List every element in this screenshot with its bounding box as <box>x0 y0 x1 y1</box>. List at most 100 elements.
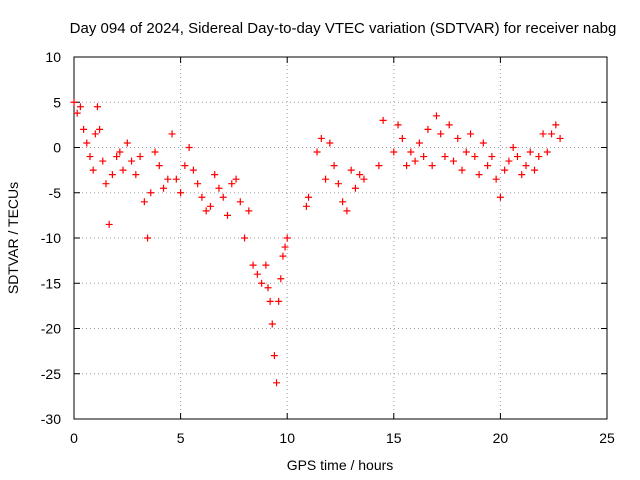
data-point <box>347 166 355 174</box>
data-point <box>83 139 91 147</box>
data-point <box>147 189 155 197</box>
data-point <box>105 220 113 228</box>
data-point <box>80 125 88 133</box>
data-point <box>305 193 313 201</box>
y-tick-label: -5 <box>49 185 62 201</box>
data-point <box>471 153 479 161</box>
data-point <box>268 320 276 328</box>
data-point <box>548 130 556 138</box>
data-point <box>462 148 470 156</box>
data-point <box>411 157 419 165</box>
data-point <box>475 171 483 179</box>
data-point <box>492 175 500 183</box>
data-point <box>326 139 334 147</box>
data-point <box>181 162 189 170</box>
data-point <box>302 202 310 210</box>
data-point <box>279 252 287 260</box>
y-tick-label: 10 <box>45 49 61 65</box>
x-tick-label: 25 <box>599 430 615 446</box>
data-point <box>501 166 509 174</box>
data-point <box>177 189 185 197</box>
x-tick-label: 5 <box>177 430 185 446</box>
x-tick-label: 20 <box>493 430 509 446</box>
chart-title: Day 094 of 2024, Sidereal Day-to-day VTE… <box>70 20 617 37</box>
data-point <box>128 157 136 165</box>
data-point <box>99 157 107 165</box>
data-point <box>140 198 148 206</box>
data-point <box>458 166 466 174</box>
data-point <box>513 153 521 161</box>
data-point <box>253 270 261 278</box>
y-tick-label: -30 <box>41 411 61 427</box>
x-axis-label: GPS time / hours <box>287 457 394 473</box>
data-point <box>398 134 406 142</box>
data-point <box>132 171 140 179</box>
data-point <box>445 121 453 129</box>
y-tick-label: -15 <box>41 275 61 291</box>
data-point <box>505 157 513 165</box>
data-point <box>543 148 551 156</box>
data-point <box>211 171 219 179</box>
data-point <box>245 207 253 215</box>
data-point <box>155 162 163 170</box>
data-point <box>360 175 368 183</box>
grid <box>74 57 607 419</box>
data-point <box>552 121 560 129</box>
y-tick-label: 0 <box>53 140 61 156</box>
data-point <box>531 166 539 174</box>
y-tick-label: -10 <box>41 230 61 246</box>
axis-ticks: 0 5 10 15 20 25 10 5 0 -5 -10 -15 -20 -25 -30 <box>41 49 615 446</box>
data-point <box>151 148 159 156</box>
data-point <box>339 198 347 206</box>
data-point <box>73 109 81 117</box>
plot-frame <box>73 56 608 420</box>
data-point <box>281 243 289 251</box>
data-point <box>236 198 244 206</box>
data-point <box>518 171 526 179</box>
y-tick-label: 5 <box>53 94 61 110</box>
data-point <box>96 125 104 133</box>
data-point <box>403 162 411 170</box>
data-point <box>330 162 338 170</box>
data-point <box>136 153 144 161</box>
data-point <box>258 279 266 287</box>
data-point <box>91 130 99 138</box>
data-point <box>194 180 202 188</box>
data-point <box>496 193 504 201</box>
data-point <box>270 352 278 360</box>
data-point <box>206 202 214 210</box>
data-point <box>224 211 232 219</box>
y-axis-label: SDTVAR / TECUs <box>5 182 21 294</box>
data-point <box>322 175 330 183</box>
data-point <box>428 162 436 170</box>
data-point <box>317 134 325 142</box>
data-point <box>379 116 387 124</box>
data-point <box>266 297 274 305</box>
data-point <box>262 261 270 269</box>
data-point <box>283 234 291 242</box>
y-tick-label: -25 <box>41 366 61 382</box>
data-point <box>185 144 193 151</box>
data-point <box>189 166 197 174</box>
data-point <box>467 130 475 138</box>
data-point <box>86 153 94 161</box>
data-point <box>116 148 124 156</box>
data-point <box>407 148 415 156</box>
data-point <box>539 130 547 138</box>
data-point <box>168 130 176 138</box>
data-point <box>202 207 210 215</box>
data-point <box>454 134 462 142</box>
data-point <box>535 153 543 161</box>
data-point <box>479 139 487 147</box>
data-point <box>123 139 131 147</box>
data-point <box>241 234 249 242</box>
data-point <box>437 130 445 138</box>
data-point <box>76 103 84 111</box>
data-point <box>164 175 172 183</box>
data-point <box>432 112 440 120</box>
data-point <box>198 193 206 201</box>
data-point <box>275 297 283 305</box>
data-point <box>375 162 383 170</box>
data-point <box>172 175 180 183</box>
data-point <box>420 153 428 161</box>
